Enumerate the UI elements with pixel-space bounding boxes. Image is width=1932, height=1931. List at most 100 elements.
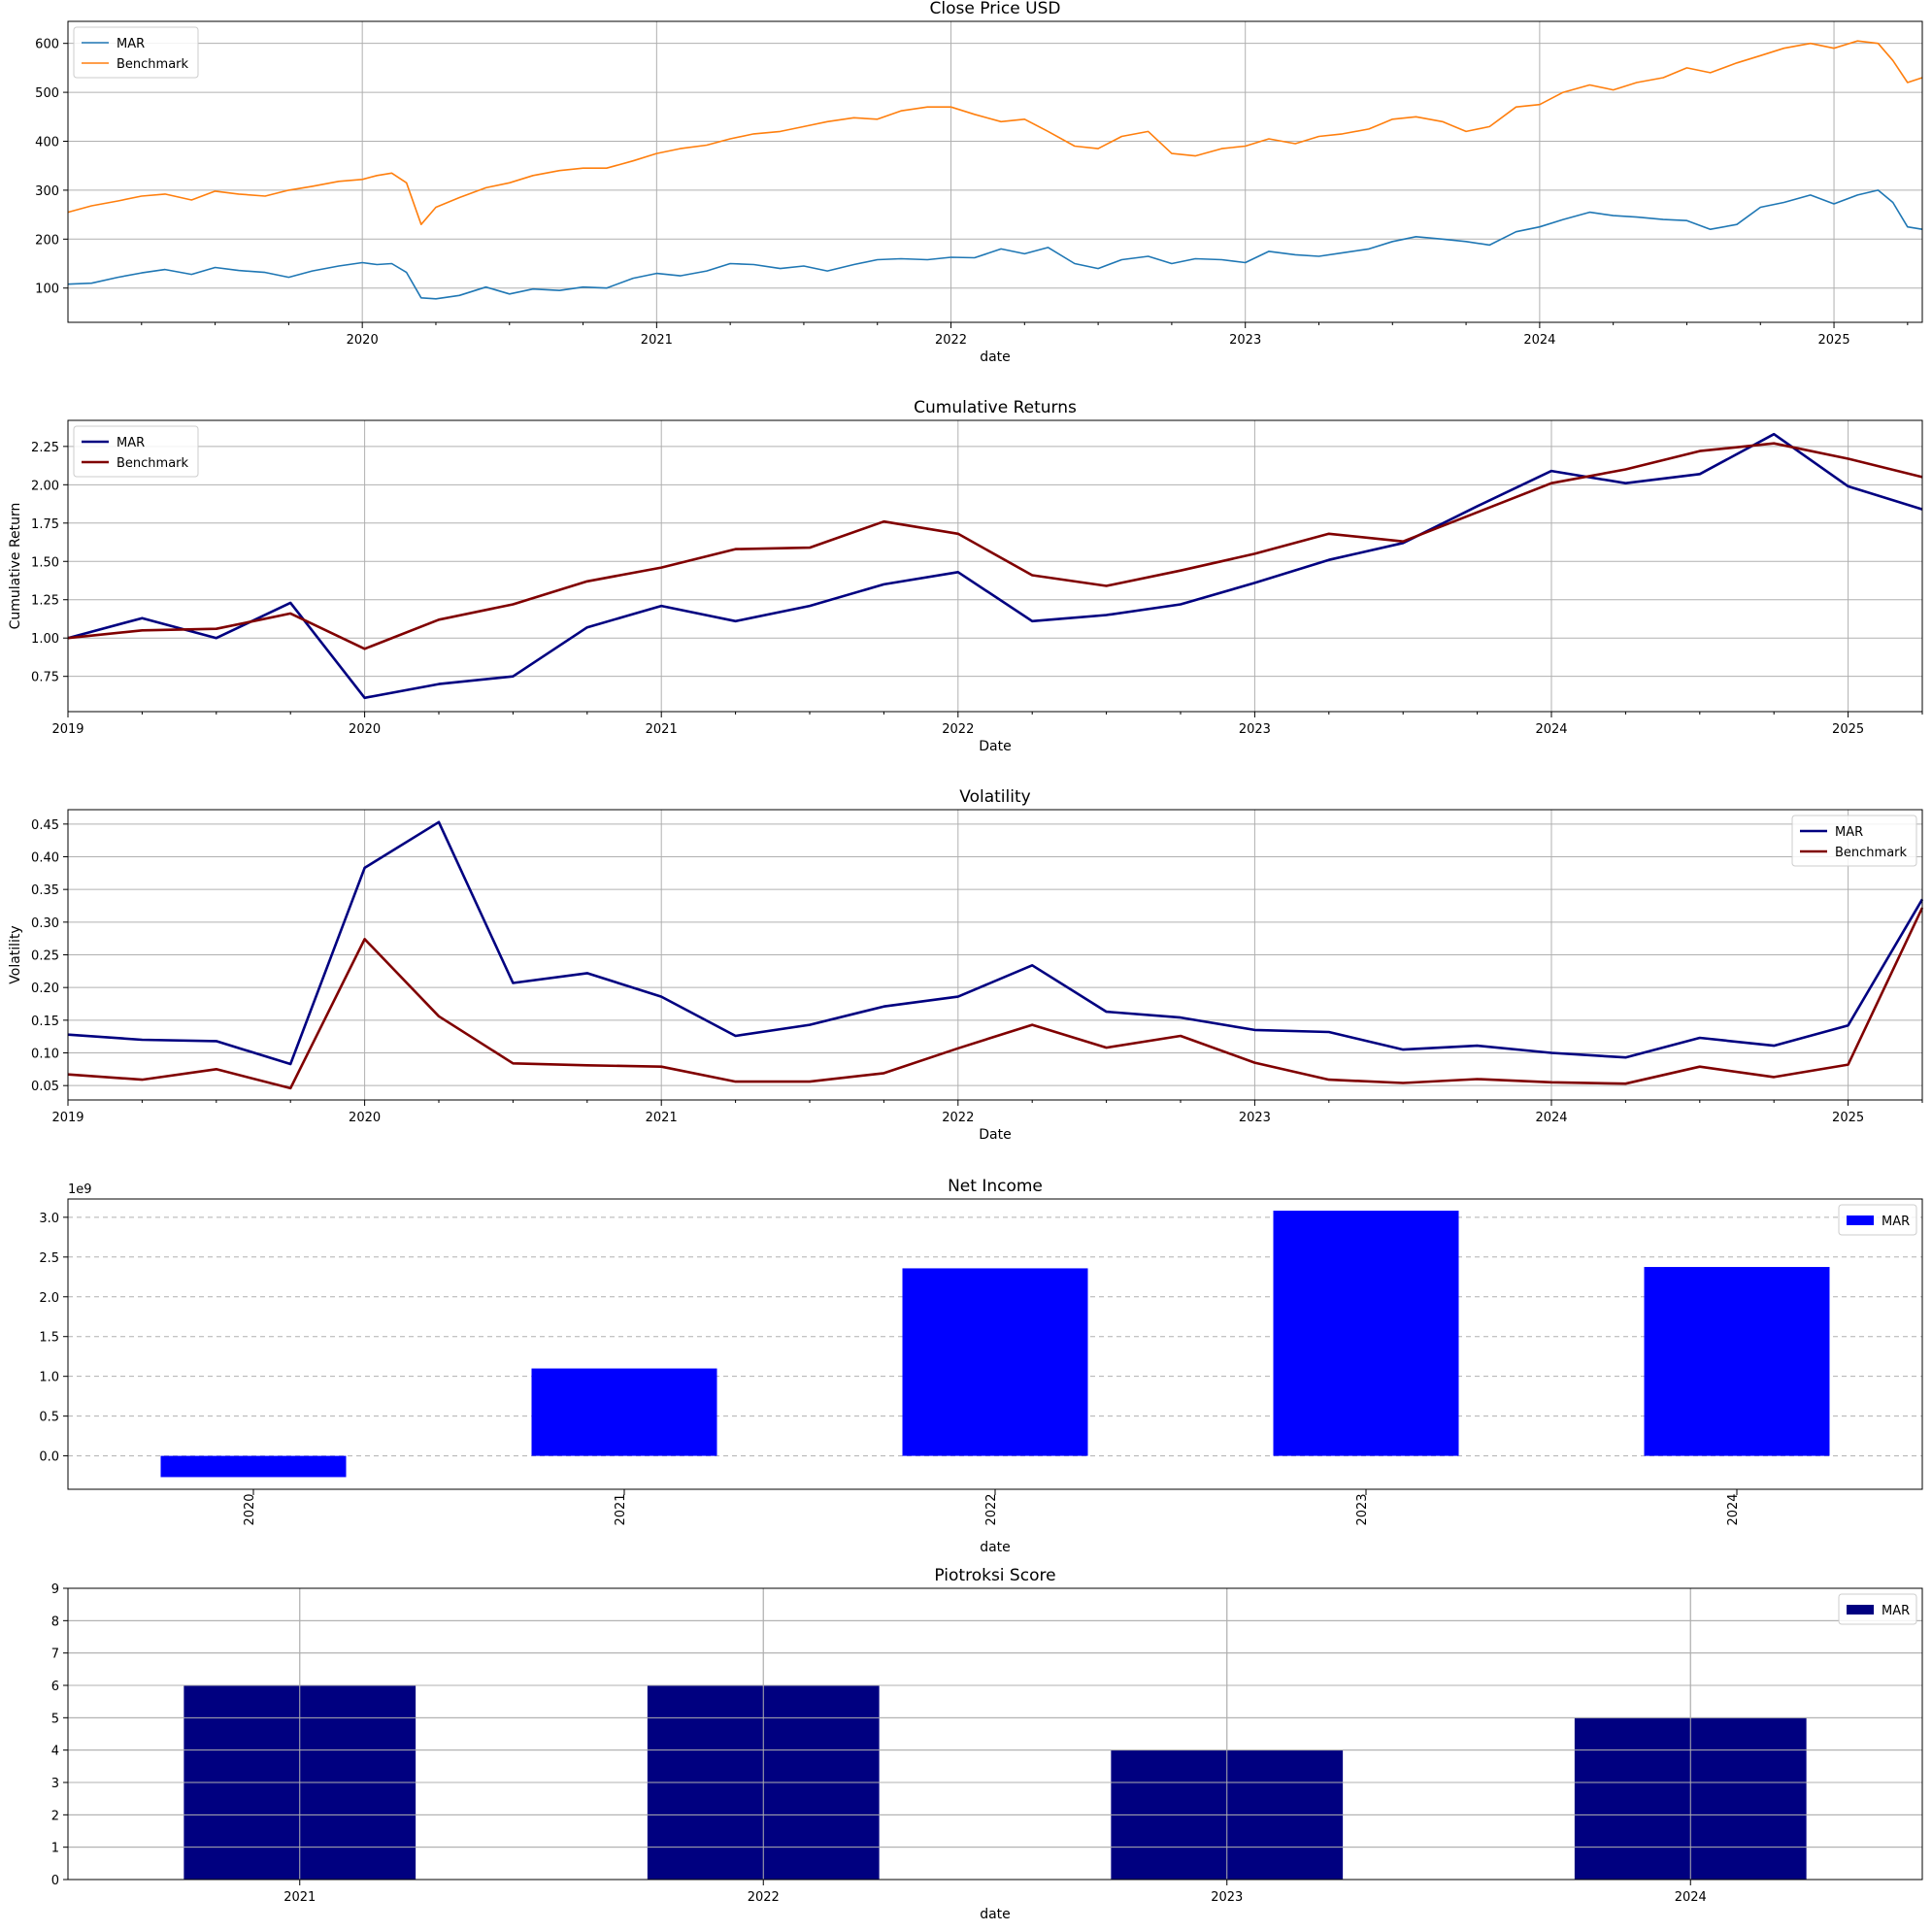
y-tick-label: 3.0 [39,1212,59,1226]
legend: MAR Benchmark [73,425,199,478]
y-tick-label: 300 [35,184,59,199]
chart-title: Cumulative Returns [914,398,1077,417]
x-tick-label: 2024 [1535,722,1567,737]
y-tick-label: 6 [51,1680,59,1694]
y-tick-label: 1.0 [39,1371,59,1385]
y-tick-label: 8 [51,1615,59,1629]
y-tick-label: 1.75 [31,517,59,532]
chart-title: Close Price USD [930,0,1061,18]
y-tick-label: 400 [35,135,59,150]
x-tick-label: 2021 [646,1111,678,1125]
x-tick-label: 2020 [347,333,379,348]
legend-box [73,26,199,79]
y-axis-label: Volatility [8,925,23,983]
legend-label: MAR [117,436,145,450]
axes-frame [67,419,1923,713]
legend-swatch [1847,1215,1874,1225]
y-tick-label: 1.5 [39,1331,59,1346]
legend-label: MAR [1882,1604,1910,1618]
legend-box [1838,1204,1917,1236]
chart-4: Piotroksi Score 0 1 2 3 4 5 6 7 8 9 2021 2022 2023 202… [51,1566,1923,1922]
legend-box [73,425,199,478]
x-tick-label: 2022 [935,333,967,348]
axes-frame [67,1587,1923,1881]
x-tick-label: 2023 [1211,1890,1243,1905]
y-tick-label: 500 [35,86,59,101]
axes-frame [67,809,1923,1101]
axes-frame [67,20,1923,323]
x-tick-label: 2020 [243,1493,257,1525]
y-tick-label: 0.40 [31,850,59,865]
x-tick-label: 2024 [1726,1493,1741,1525]
y-tick-label: 0.0 [39,1450,59,1465]
x-tick-label: 2021 [641,333,673,348]
x-tick-label: 2025 [1832,1111,1864,1125]
legend-box [1838,1593,1917,1625]
legend-label: Benchmark [1835,846,1908,860]
x-tick-label: 2023 [1239,1111,1271,1125]
y-tick-label: 2 [51,1809,59,1823]
legend: MAR [1838,1593,1917,1625]
chart-0: Close Price USD 100 200 300 400 500 600 2020 202… [35,0,1923,365]
x-tick-label: 2022 [942,722,974,737]
legend: MAR Benchmark [73,26,199,79]
y-tick-label: 0.5 [39,1411,59,1425]
legend-label: MAR [1835,825,1863,840]
bar [1644,1267,1830,1456]
series-line-mar [67,189,1923,300]
x-tick-label: 2022 [942,1111,974,1125]
x-tick-label: 2022 [748,1890,780,1905]
axes-frame [67,1198,1923,1490]
x-axis-label: date [980,1540,1011,1555]
y-tick-label: 0 [51,1874,59,1888]
y-tick-label: 0.20 [31,982,59,996]
y-tick-label: 2.00 [31,479,59,493]
y-tick-label: 0.25 [31,949,59,964]
y-tick-label: 2.5 [39,1251,59,1266]
series-line-benchmark [67,40,1923,225]
y-tick-label: 1.50 [31,555,59,570]
x-tick-label: 2021 [614,1493,628,1525]
y-tick-label: 0.15 [31,1015,59,1029]
y-tick-label: 0.35 [31,883,59,898]
x-tick-label: 2020 [349,722,381,737]
legend-label: Benchmark [117,456,189,471]
bar [160,1455,347,1478]
bar [1273,1211,1459,1456]
series-line-benchmark [67,907,1924,1090]
y-tick-label: 600 [35,38,59,52]
x-tick-label: 2025 [1832,722,1864,737]
y-tick-label: 100 [35,283,59,297]
bar [902,1268,1088,1456]
y-tick-label: 0.05 [31,1080,59,1094]
series-line-benchmark [67,442,1923,650]
y-tick-label: 200 [35,233,59,248]
x-tick-label: 2024 [1675,1890,1707,1905]
x-tick-label: 2023 [1355,1493,1370,1525]
x-axis-label: date [980,350,1011,365]
axis-offset-label: 1e9 [68,1182,92,1197]
x-tick-label: 2019 [51,1111,83,1125]
y-tick-label: 5 [51,1712,59,1726]
y-tick-label: 1.00 [31,632,59,647]
x-axis-label: Date [979,1127,1011,1143]
chart-2: Volatility 0.05 0.10 0.15 0.20 0.25 0.30 0.35 0.… [8,787,1924,1143]
x-tick-label: 2021 [646,722,678,737]
legend: MAR Benchmark [1791,815,1917,867]
y-tick-label: 1 [51,1842,59,1856]
bar [531,1368,717,1456]
legend: MAR [1838,1204,1917,1236]
chart-title: Piotroksi Score [934,1566,1055,1585]
y-tick-label: 0.45 [31,818,59,833]
legend-box [1791,815,1917,867]
legend-swatch [1847,1605,1874,1615]
series-line-mar [67,820,1924,1066]
x-tick-label: 2022 [984,1493,999,1525]
y-tick-label: 9 [51,1582,59,1597]
y-axis-label: Cumulative Return [8,503,23,630]
x-tick-label: 2023 [1239,722,1271,737]
x-tick-label: 2024 [1523,333,1555,348]
x-axis-label: date [980,1907,1011,1922]
x-tick-label: 2025 [1818,333,1850,348]
